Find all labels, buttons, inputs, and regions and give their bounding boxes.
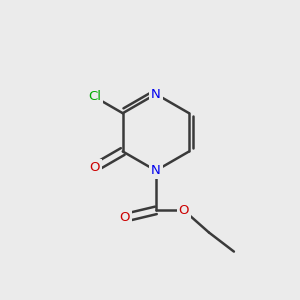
Text: O: O (89, 161, 100, 174)
Text: N: N (151, 88, 161, 100)
Text: Cl: Cl (88, 91, 101, 103)
Text: O: O (178, 204, 189, 217)
Text: O: O (120, 211, 130, 224)
Text: N: N (151, 164, 161, 177)
